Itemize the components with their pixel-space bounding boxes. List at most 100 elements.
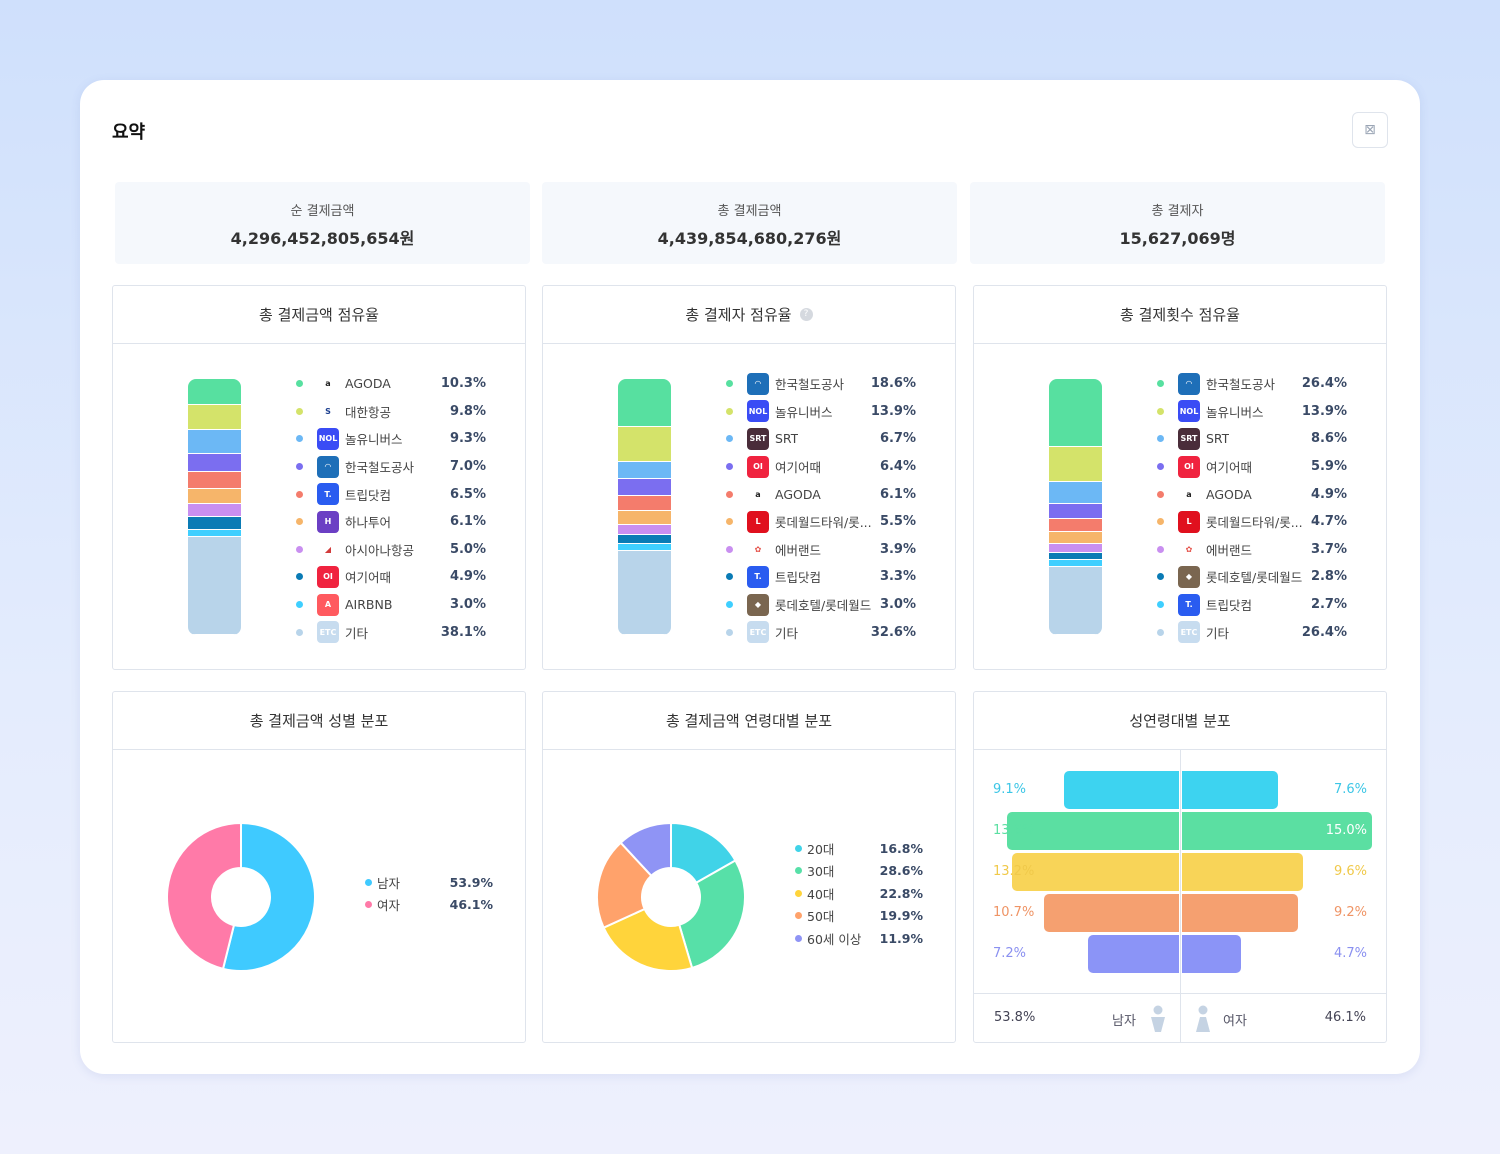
- legend-label: AIRBNB: [345, 597, 393, 613]
- legend-item: 60세 이상 11.9%: [795, 927, 923, 950]
- legend-label: 한국철도공사: [345, 460, 415, 476]
- gender-distribution-panel: 총 결제금액 성별 분포 남자 53.9% 여자 46.1%: [112, 691, 526, 1043]
- legend-value: 3.3%: [879, 569, 916, 585]
- legend-item: A AIRBNB 3.0%: [296, 591, 486, 619]
- bar-segment-4: [188, 472, 241, 489]
- legend-dot: [1157, 407, 1164, 415]
- male-value: 13.2%: [993, 864, 1035, 879]
- legend-item: ◠ 한국철도공사 7.0%: [296, 453, 486, 481]
- stat-net-amount: 순 결제금액 4,296,452,805,654원: [115, 182, 530, 264]
- female-value: 7.6%: [1333, 782, 1367, 797]
- legend-dot: [296, 407, 303, 415]
- legend-label: 여기어때: [345, 570, 392, 586]
- bar-segment-0: [1049, 379, 1102, 447]
- bar-segment-2: [618, 462, 671, 480]
- panel-title-text: 총 결제횟수 점유율: [1120, 306, 1240, 324]
- legend-dot: [795, 934, 802, 942]
- age-distribution-panel: 총 결제금액 연령대별 분포 20대 16.8% 30대 28.6% 40대 22.8% 5…: [542, 691, 956, 1043]
- lotte-world-logo-icon: L: [747, 510, 769, 533]
- legend-label: 트립닷컴: [345, 487, 392, 503]
- male-total: 53.8%: [994, 1010, 1036, 1025]
- legend-value: 2.8%: [1310, 569, 1347, 585]
- legend-label: 30대: [807, 864, 835, 880]
- hanatour-logo-icon: H: [317, 510, 339, 533]
- legend-value: 5.0%: [449, 541, 486, 557]
- male-bar-3: [1043, 894, 1179, 932]
- bar-segment-0: [188, 379, 241, 406]
- female-icon: [1196, 1005, 1210, 1032]
- legend-dot: [1157, 518, 1164, 526]
- legend-dot: [726, 601, 733, 609]
- legend-value: 6.7%: [879, 431, 916, 447]
- lotte-hotel-logo-icon: ◆: [1178, 565, 1200, 588]
- yeogi-logo-icon: OI: [1178, 455, 1200, 478]
- legend-item: ◠ 한국철도공사 18.6%: [726, 370, 916, 398]
- export-excel-button[interactable]: ⊠: [1352, 112, 1388, 148]
- legend-value: 22.8%: [879, 885, 923, 901]
- share-legend: a AGODA 10.3% S 대한항공 9.8% NOL 놀유니버스 9.3% ◠ 한국철도공사 7…: [296, 370, 486, 646]
- bar-segment-4: [618, 495, 671, 512]
- help-icon[interactable]: ?: [799, 308, 813, 321]
- srt-logo-icon: SRT: [747, 427, 769, 450]
- legend-dot: [296, 628, 303, 636]
- bar-segment-8: [618, 543, 671, 552]
- male-bar-2: [1012, 853, 1179, 891]
- legend-item: a AGODA 6.1%: [726, 480, 916, 508]
- legend-item: ◆ 롯데호텔/롯데월드 2.8%: [1157, 563, 1347, 591]
- male-bar-4: [1087, 935, 1179, 973]
- legend-label: SRT: [775, 431, 799, 447]
- legend-value: 26.4%: [1301, 376, 1347, 392]
- legend-label: AGODA: [1206, 486, 1252, 502]
- legend-label: SRT: [1206, 431, 1230, 447]
- legend-value: 6.1%: [449, 514, 486, 530]
- legend-value: 5.5%: [879, 514, 916, 530]
- stat-label: 총 결제자: [1151, 204, 1204, 219]
- srt-logo-icon: SRT: [1178, 427, 1200, 450]
- male-label: 남자: [1112, 1014, 1136, 1029]
- legend-label: 롯데호텔/롯데월드: [775, 598, 872, 614]
- bar-segment-2: [1049, 482, 1102, 505]
- legend-label: 20대: [807, 841, 835, 857]
- slice-1: [166, 821, 242, 971]
- agoda-logo-icon: a: [317, 372, 339, 395]
- legend-value: 5.9%: [1310, 459, 1347, 475]
- legend-value: 6.1%: [879, 486, 916, 502]
- legend-item: 40대 22.8%: [795, 882, 923, 905]
- male-bar-0: [1063, 771, 1179, 809]
- bar-segment-7: [1049, 553, 1102, 561]
- bar-segment-2: [188, 430, 241, 455]
- stat-total-amount: 총 결제금액 4,439,854,680,276원: [542, 182, 957, 264]
- gender-age-pyramid-panel: 성연령대별 분포 53.8% 남자 여자 46.1% 9.1% 7.6% 13.6%…: [973, 691, 1387, 1043]
- bar-segment-5: [188, 488, 241, 505]
- panel-title: 총 결제금액 점유율: [113, 286, 525, 344]
- legend-item: H 하나투어 6.1%: [296, 508, 486, 536]
- payer-share-panel: 총 결제자 점유율? ◠ 한국철도공사 18.6% NOL 놀유니버스 13.9% SRT SR…: [542, 285, 956, 670]
- legend-label: 여자: [377, 898, 401, 914]
- asiana-logo-icon: ◢: [317, 538, 339, 561]
- legend-item: a AGODA 4.9%: [1157, 480, 1347, 508]
- bar-segment-6: [1049, 543, 1102, 554]
- legend-label: 에버랜드: [775, 542, 822, 558]
- legend-label: 놀유니버스: [345, 432, 403, 448]
- legend-item: ETC 기타 32.6%: [726, 618, 916, 646]
- legend-value: 16.8%: [879, 840, 923, 856]
- panel-title: 총 결제자 점유율?: [543, 286, 955, 344]
- female-value: 4.7%: [1333, 946, 1367, 961]
- korail-logo-icon: ◠: [747, 372, 769, 395]
- korail-logo-icon: ◠: [1178, 372, 1200, 395]
- everland-logo-icon: ✿: [747, 538, 769, 561]
- bar-segment-0: [618, 379, 671, 427]
- page-title: 요약: [112, 122, 146, 143]
- legend-label: 대한항공: [345, 404, 392, 420]
- bar-segment-7: [188, 517, 241, 530]
- legend-label: 여기어때: [1206, 460, 1253, 476]
- legend-value: 4.7%: [1310, 514, 1347, 530]
- female-bar-2: [1182, 853, 1304, 891]
- yeogi-logo-icon: OI: [747, 455, 769, 478]
- legend-dot: [365, 878, 372, 886]
- legend-item: ◆ 롯데호텔/롯데월드 3.0%: [726, 591, 916, 619]
- legend-label: 기타: [1206, 625, 1230, 641]
- korean-air-logo-icon: S: [317, 400, 339, 423]
- legend-label: AGODA: [775, 486, 821, 502]
- panel-title-text: 총 결제자 점유율: [685, 306, 792, 324]
